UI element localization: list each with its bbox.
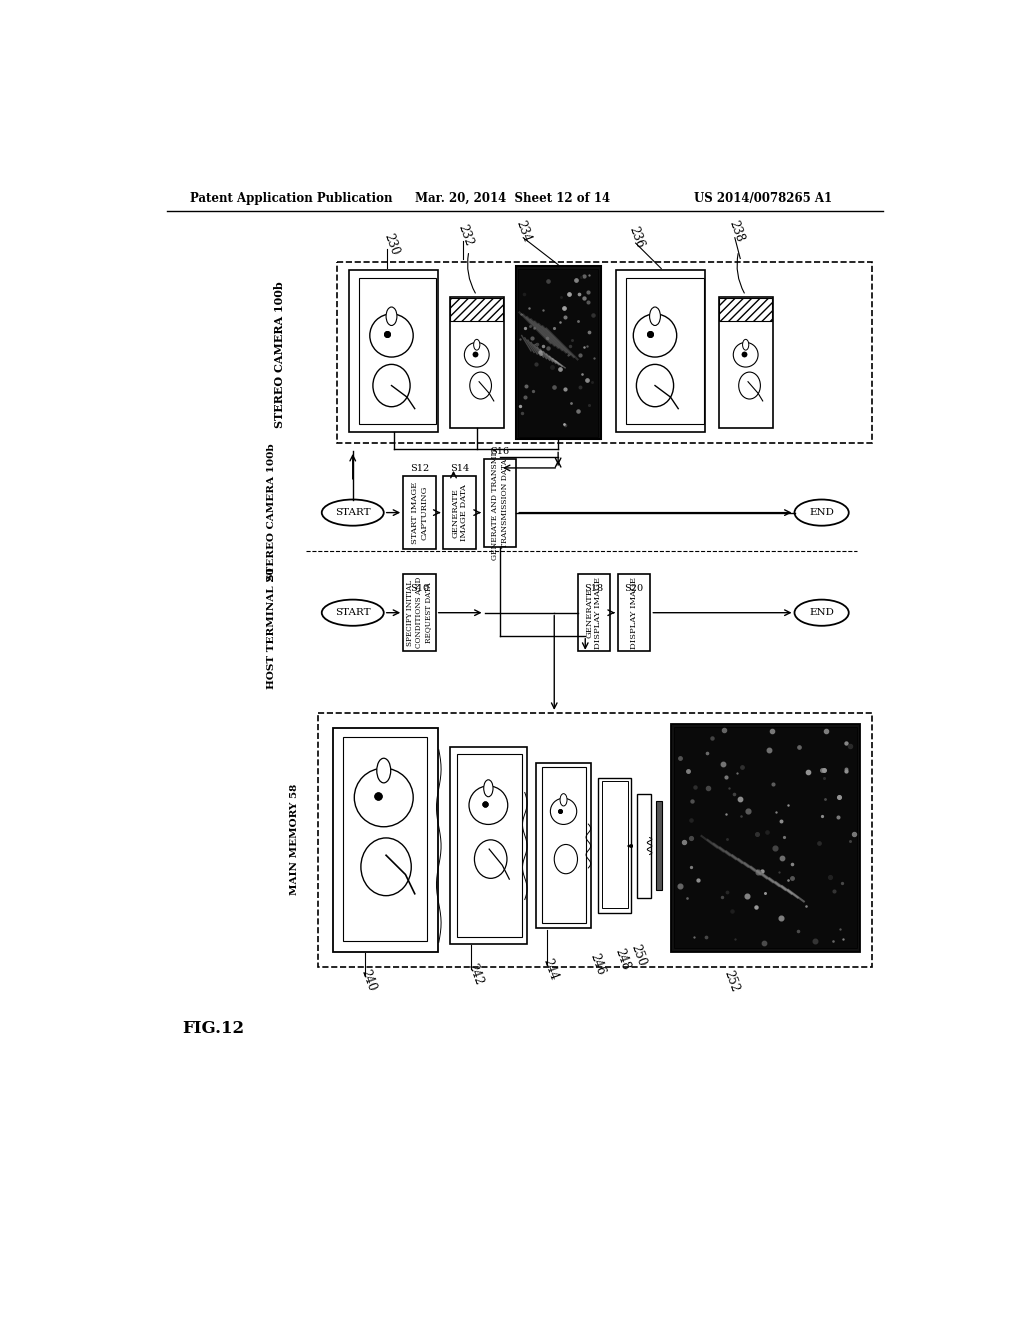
Ellipse shape	[795, 599, 849, 626]
Circle shape	[633, 314, 677, 356]
Bar	[616, 271, 706, 432]
Text: S10: S10	[410, 583, 429, 593]
Circle shape	[354, 768, 414, 826]
Ellipse shape	[483, 780, 493, 797]
Circle shape	[550, 799, 577, 825]
Ellipse shape	[554, 845, 578, 874]
Bar	[518, 268, 598, 437]
Text: 240: 240	[358, 968, 378, 993]
Bar	[451, 298, 503, 321]
Bar	[674, 727, 857, 949]
Text: START: START	[335, 609, 371, 618]
Circle shape	[469, 785, 508, 825]
Ellipse shape	[649, 308, 660, 326]
Text: 236: 236	[627, 224, 646, 249]
Text: END: END	[809, 609, 835, 618]
Text: START IMAGE
CAPTURING: START IMAGE CAPTURING	[411, 482, 428, 544]
Bar	[637, 793, 651, 898]
Ellipse shape	[560, 793, 567, 807]
Bar	[359, 277, 436, 424]
Ellipse shape	[636, 364, 674, 407]
Bar	[317, 713, 872, 966]
Text: MAIN MEMORY 58: MAIN MEMORY 58	[290, 784, 299, 895]
Text: STEREO CAMERA 100b: STEREO CAMERA 100b	[273, 281, 285, 428]
Ellipse shape	[386, 308, 397, 326]
Bar	[450, 747, 527, 944]
Bar	[542, 767, 586, 923]
Text: 230: 230	[382, 232, 401, 257]
Circle shape	[733, 342, 758, 367]
Text: S16: S16	[490, 446, 510, 455]
Ellipse shape	[373, 364, 410, 407]
Ellipse shape	[322, 499, 384, 525]
Ellipse shape	[474, 840, 507, 878]
Bar	[719, 297, 773, 428]
Text: HOST TERMINAL 20: HOST TERMINAL 20	[267, 568, 275, 689]
Text: 232: 232	[456, 223, 475, 248]
Text: US 2014/0078265 A1: US 2014/0078265 A1	[693, 191, 831, 205]
Text: FIG.12: FIG.12	[182, 1020, 245, 1038]
Bar	[483, 459, 516, 548]
Text: S20: S20	[625, 583, 644, 593]
Bar	[443, 475, 476, 549]
Text: 238: 238	[726, 219, 746, 244]
Bar	[349, 271, 438, 432]
Bar	[337, 263, 872, 444]
Ellipse shape	[738, 372, 761, 399]
Text: 234: 234	[513, 219, 534, 244]
Bar	[627, 277, 703, 424]
Text: GENERATE
IMAGE DATA: GENERATE IMAGE DATA	[452, 484, 468, 541]
Bar	[617, 574, 650, 651]
Bar	[719, 298, 772, 321]
Bar	[671, 725, 860, 952]
Bar	[598, 779, 631, 913]
Text: Mar. 20, 2014  Sheet 12 of 14: Mar. 20, 2014 Sheet 12 of 14	[415, 191, 610, 205]
Text: S12: S12	[410, 463, 429, 473]
Bar	[334, 729, 438, 952]
Text: 244: 244	[541, 957, 560, 982]
Bar	[403, 475, 435, 549]
Text: S18: S18	[585, 583, 603, 593]
Text: START: START	[335, 508, 371, 517]
Bar	[403, 574, 435, 651]
Ellipse shape	[742, 339, 749, 350]
Bar	[343, 738, 427, 941]
Text: END: END	[809, 508, 835, 517]
Bar	[578, 574, 610, 651]
Text: S14: S14	[451, 463, 469, 473]
Ellipse shape	[470, 372, 492, 399]
Ellipse shape	[377, 758, 391, 783]
Bar	[458, 754, 521, 937]
Text: SPECIFY INITIAL
CONDITIONS AND
REQUEST DATA: SPECIFY INITIAL CONDITIONS AND REQUEST D…	[407, 577, 432, 648]
Ellipse shape	[322, 599, 384, 626]
Circle shape	[464, 342, 489, 367]
Text: 242: 242	[465, 962, 485, 987]
Text: GENERATE AND TRANSMIT
TRANSMISSION DATA: GENERATE AND TRANSMIT TRANSMISSION DATA	[492, 447, 509, 560]
Text: STEREO CAMERA 100b: STEREO CAMERA 100b	[267, 444, 275, 581]
Text: 250: 250	[628, 942, 648, 968]
Text: 246: 246	[587, 952, 607, 977]
Text: 248: 248	[612, 946, 633, 972]
Ellipse shape	[474, 339, 480, 350]
Bar	[655, 801, 662, 890]
Circle shape	[370, 314, 414, 356]
Text: DISPLAY IMAGE: DISPLAY IMAGE	[630, 577, 638, 648]
Text: 252: 252	[721, 968, 740, 994]
Ellipse shape	[795, 499, 849, 525]
Bar	[537, 763, 591, 928]
Ellipse shape	[360, 838, 412, 896]
Bar	[450, 297, 504, 428]
Bar	[601, 780, 628, 908]
Text: GENERATE
DISPLAY IMAGE: GENERATE DISPLAY IMAGE	[585, 577, 602, 648]
Bar	[515, 267, 601, 440]
Text: Patent Application Publication: Patent Application Publication	[190, 191, 392, 205]
